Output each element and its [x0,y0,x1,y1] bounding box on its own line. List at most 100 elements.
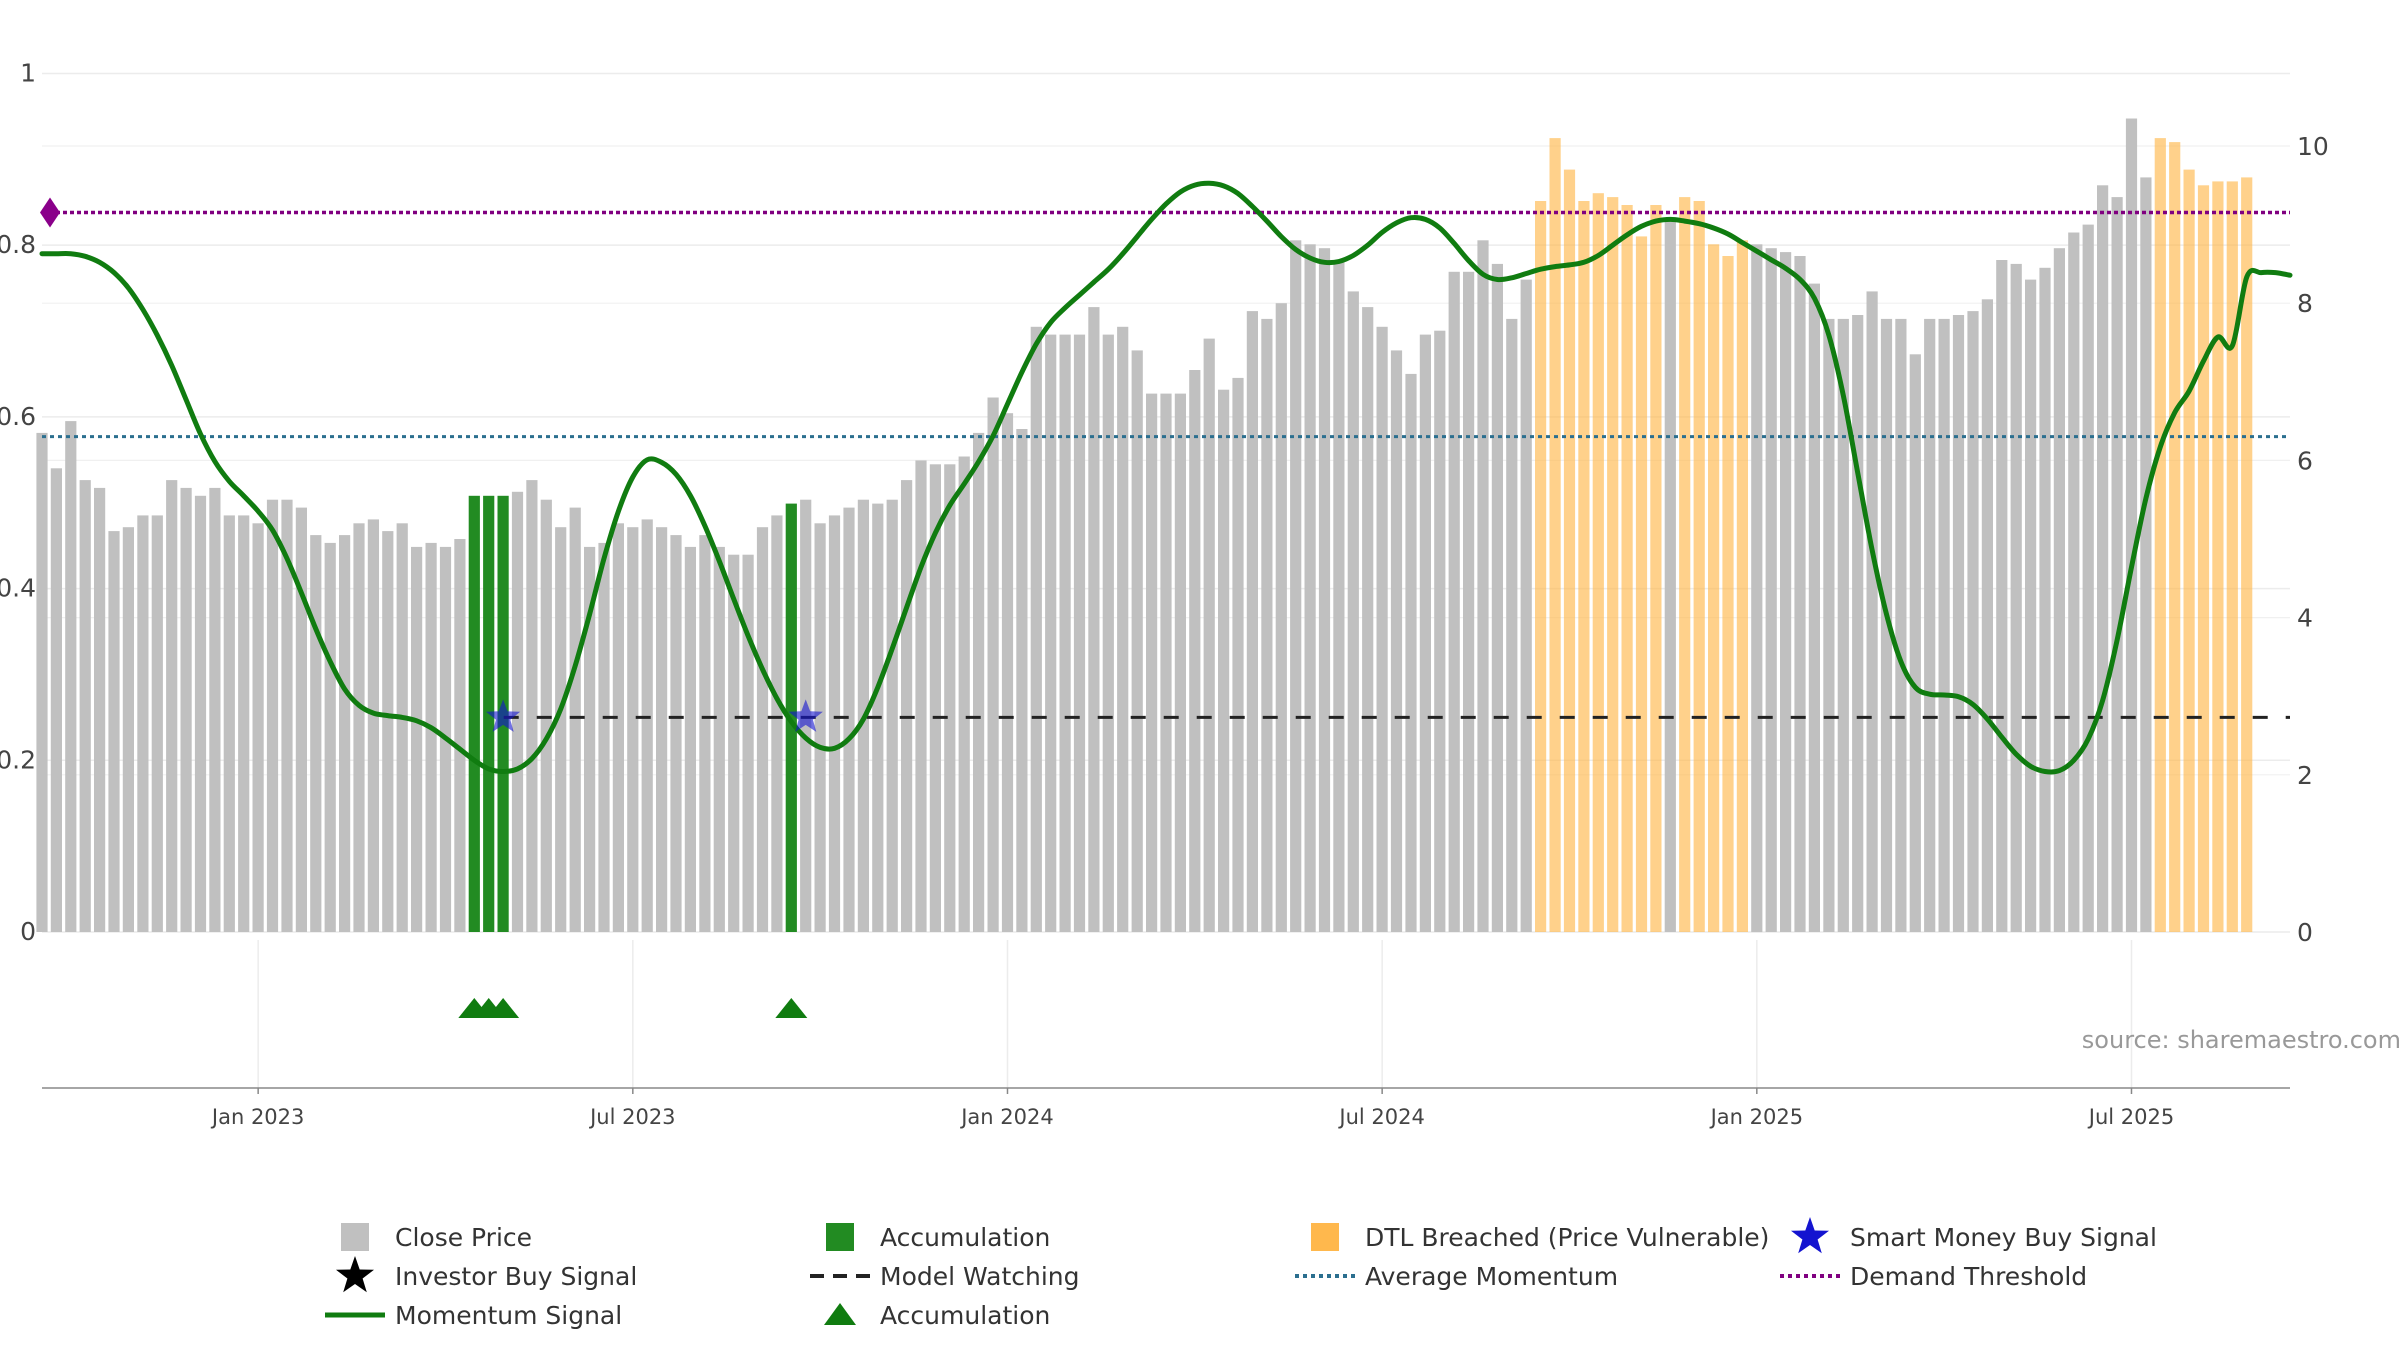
legend-item: Momentum Signal [325,1301,622,1330]
dtl-breached-bar [2154,138,2166,933]
close-price-bar [1045,334,1057,933]
close-price-bar [1131,350,1143,932]
legend-item: Demand Threshold [1780,1262,2087,1291]
momentum-signal-line [39,180,2293,775]
close-price-bar [1520,279,1532,933]
close-price-bar [756,527,769,932]
x-tick-label: Jul 2023 [588,1105,675,1129]
close-price-bar [1852,315,1864,932]
close-price-bar [339,535,351,932]
close-price-bar [944,464,956,932]
close-price-bar [684,546,696,932]
square-swatch [1311,1223,1339,1251]
legend-item: Close Price [341,1223,532,1252]
right-tick-label: 2 [2297,761,2313,790]
close-price-bar [1823,318,1835,932]
close-price-bar [1174,393,1186,933]
legend-label: Model Watching [880,1262,1080,1291]
close-price-bar [324,542,336,932]
close-price-bar [1895,318,1907,932]
dtl-breached-bar [1650,205,1662,932]
accumulation-triangle [775,998,808,1018]
close-price-bar [526,480,538,932]
dtl-breached-bar [1535,201,1547,932]
smart-money-buy-star [788,699,823,732]
close-price-bar [1261,318,1273,932]
close-price-bar [2010,263,2022,932]
dtl-breached-bar [1621,205,1633,932]
close-price-bar [2039,267,2051,932]
close-price-bar [1088,307,1100,933]
left-tick-label: 0.8 [0,230,36,259]
close-price-bar [1981,299,1993,932]
dtl-breached-bar [1563,169,1576,933]
close-price-bar [209,487,221,932]
momentum-signal-series [39,180,2293,775]
green-triangle-icon [824,1303,856,1325]
star-swatch [336,1256,374,1293]
close-price-bar [1664,220,1676,932]
legend-label: Accumulation [880,1301,1050,1330]
dtl-breached-bar [1592,193,1604,932]
accumulation-bar [468,495,480,932]
close-price-bar [137,515,149,932]
close-price-bar [2140,177,2152,932]
dtl-breached-bar [1708,244,1720,933]
close-price-bar [1304,244,1316,933]
close-price-bar [1880,318,1893,932]
close-price-bar [2111,197,2123,933]
close-price-bar [454,539,466,932]
close-price-bar [151,515,163,932]
source-label: source: sharemaestro.com [2082,1026,2400,1054]
close-price-bar [1246,311,1258,933]
close-price-bar [958,456,970,932]
legend-item: Accumulation [826,1223,1050,1252]
close-price-bar [1448,271,1460,932]
close-price-bar [108,531,120,932]
close-price-bar [65,421,77,932]
close-price-bar [1146,393,1158,933]
close-price-bar [1938,318,1950,932]
dtl-breached-bar [2226,181,2238,932]
legend-label: Momentum Signal [395,1301,622,1330]
close-price-bar [1333,260,1345,932]
close-price-bar [295,507,307,932]
triangle-swatch [824,1303,856,1325]
close-price-bar [194,495,207,932]
close-price-bar [166,480,178,932]
accumulation-triangle [487,998,520,1018]
dtl-breached-bar [1607,197,1619,933]
dtl-breached-bar [1635,236,1648,932]
close-price-bar [1751,244,1763,933]
close-price-bar [1967,311,1979,933]
dtl-breached-bar [2169,142,2181,933]
x-tick-label: Jan 2023 [210,1105,305,1129]
legend-label: Close Price [395,1223,532,1252]
star-swatch [1791,1217,1829,1254]
dtl-breached-bar [1722,256,1734,932]
close-price-bar [310,535,322,932]
legend: Close Price Accumulation DTL Breached (Pri… [325,1217,2157,1330]
x-tick-label: Jul 2025 [2087,1105,2174,1129]
close-price-bar [122,527,134,932]
close-price-bar [886,499,898,932]
close-price-bar [742,554,754,932]
close-price-bar [713,546,725,932]
close-price-bar [223,515,235,932]
dtl-breached-bar [1693,201,1705,932]
close-price-bar [814,523,826,932]
legend-item: DTL Breached (Price Vulnerable) [1311,1223,1769,1252]
dtl-breached-bar [1578,201,1590,932]
close-price-bar [1419,334,1431,933]
close-price-bar [396,523,408,932]
close-price-bar [670,535,682,932]
close-price-bar [843,507,855,932]
close-price-bar [1203,338,1215,933]
close-price-bar [699,535,711,932]
left-tick-label: 0.6 [0,402,36,431]
close-price-bar [411,546,423,932]
dtl-breached-bar [2183,169,2195,933]
signal-markers [458,699,823,1018]
close-price-bar [1808,283,1820,933]
